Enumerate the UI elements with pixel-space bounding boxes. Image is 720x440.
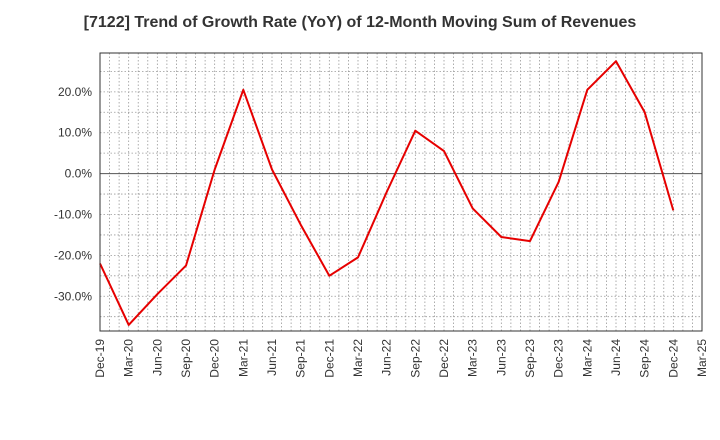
- x-tick-label: Dec-19: [93, 339, 107, 378]
- y-tick-label: 20.0%: [58, 85, 92, 99]
- y-axis-tick-labels: 20.0% 10.0% 0.0% -10.0% -20.0% -30.0%: [54, 85, 92, 303]
- plot-area: [100, 53, 702, 331]
- x-axis-tick-labels: Dec-19 Mar-20 Jun-20 Sep-20 Dec-20 Mar-21 Jun-…: [93, 339, 709, 378]
- x-tick-label: Jun-23: [494, 339, 508, 376]
- x-tick-label: Mar-24: [580, 339, 594, 377]
- x-tick-label: Sep-24: [638, 339, 652, 378]
- x-tick-label: Sep-21: [294, 339, 308, 378]
- y-tick-label: -30.0%: [54, 289, 92, 303]
- x-tick-label: Jun-20: [150, 339, 164, 376]
- plot-border: [99, 52, 703, 332]
- x-tick-label: Sep-22: [408, 339, 422, 378]
- y-tick-label: 0.0%: [65, 167, 93, 181]
- grid-lines: [100, 53, 702, 331]
- x-tick-label: Dec-23: [552, 339, 566, 378]
- x-tick-label: Sep-20: [179, 339, 193, 378]
- x-tick-label: Jun-22: [380, 339, 394, 376]
- series-line-1: [99, 60, 675, 326]
- x-tick-label: Mar-23: [466, 339, 480, 377]
- y-tick-label: -20.0%: [54, 248, 92, 262]
- y-tick-label: 10.0%: [58, 126, 92, 140]
- x-tick-label: Jun-21: [265, 339, 279, 376]
- x-tick-label: Jun-24: [609, 339, 623, 376]
- x-tick-label: Dec-22: [437, 339, 451, 378]
- x-tick-label: Mar-22: [351, 339, 365, 377]
- x-tick-label: Dec-24: [666, 339, 680, 378]
- x-tick-label: Dec-20: [208, 339, 222, 378]
- chart-title: [7122] Trend of Growth Rate (YoY) of 12-…: [83, 14, 637, 31]
- x-tick-label: Mar-20: [122, 339, 136, 377]
- x-tick-label: Mar-21: [236, 339, 250, 377]
- x-tick-label: Sep-23: [523, 339, 537, 378]
- x-tick-label: Dec-21: [322, 339, 336, 378]
- y-tick-label: -10.0%: [54, 207, 92, 221]
- x-tick-label: Mar-25: [695, 339, 709, 377]
- series-layer: [99, 60, 675, 326]
